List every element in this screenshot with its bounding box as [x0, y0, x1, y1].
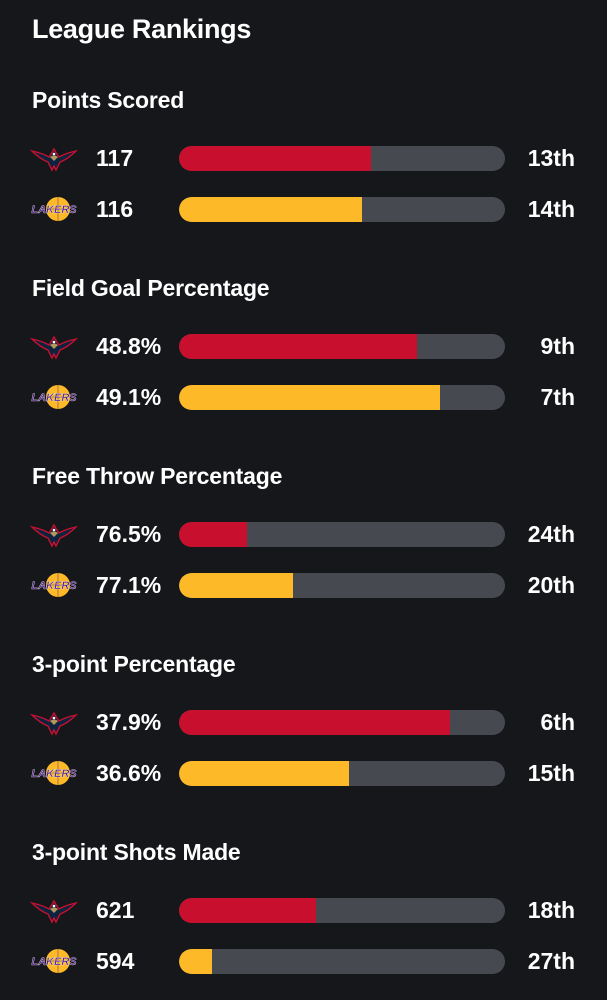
section-title: 3-point Percentage: [32, 651, 236, 677]
stat-row-lakers: LAKERS 49.1% 7th: [0, 380, 607, 416]
pelicans-logo-icon: [29, 708, 79, 736]
stat-value: 49.1%: [96, 384, 162, 410]
stat-bar-track: [179, 573, 505, 598]
stat-row-lakers: LAKERS 36.6% 15th: [0, 756, 607, 792]
stat-value: 594: [96, 948, 135, 974]
stat-bar-fill: [179, 949, 212, 974]
stat-bar-fill: [179, 522, 248, 547]
stat-value: 48.8%: [96, 333, 162, 359]
league-rank: 15th: [527, 760, 575, 786]
section-title: Free Throw Percentage: [32, 463, 283, 489]
svg-text:LAKERS: LAKERS: [31, 580, 77, 592]
section-title: Points Scored: [32, 87, 185, 113]
svg-text:LAKERS: LAKERS: [31, 956, 77, 968]
pelicans-logo-icon: [29, 332, 79, 360]
section-3-point-percentage: 3-point Percentage 37.9% 6th LAKERS 36.6…: [0, 651, 607, 811]
page-title: League Rankings: [32, 14, 252, 44]
stat-bar-track: [179, 761, 505, 786]
section-field-goal-percentage: Field Goal Percentage 48.8% 9th LAKERS 4…: [0, 275, 607, 435]
league-rank: 9th: [540, 333, 576, 359]
stat-bar-fill: [179, 761, 349, 786]
stat-bar-fill: [179, 197, 362, 222]
league-rank: 13th: [527, 145, 575, 171]
lakers-logo-icon: LAKERS: [30, 947, 78, 975]
stat-bar-track: [179, 522, 505, 547]
stat-row-lakers: LAKERS 77.1% 20th: [0, 568, 607, 604]
league-rank: 6th: [540, 709, 576, 735]
stat-bar-fill: [179, 573, 294, 598]
league-rank: 18th: [527, 897, 575, 923]
stat-row-pelicans: 117 13th: [0, 141, 607, 177]
lakers-logo-icon: LAKERS: [30, 383, 78, 411]
league-rank: 24th: [527, 521, 575, 547]
pelicans-logo-icon: [29, 144, 79, 172]
stat-bar-fill: [179, 334, 417, 359]
stat-value: 621: [96, 897, 135, 923]
stat-value: 77.1%: [96, 572, 162, 598]
stat-bar-track: [179, 710, 505, 735]
stat-bar-track: [179, 385, 505, 410]
league-rank: 14th: [527, 196, 575, 222]
stat-row-pelicans: 76.5% 24th: [0, 517, 607, 553]
lakers-logo-icon: LAKERS: [30, 571, 78, 599]
stat-row-pelicans: 48.8% 9th: [0, 329, 607, 365]
stat-bar-fill: [179, 146, 372, 171]
stat-bar-track: [179, 334, 505, 359]
section-points-scored: Points Scored 117 13th LAKERS 116 14th: [0, 87, 607, 247]
lakers-logo-icon: LAKERS: [30, 759, 78, 787]
stat-row-pelicans: 37.9% 6th: [0, 705, 607, 741]
stat-bar-track: [179, 197, 505, 222]
stat-row-pelicans: 621 18th: [0, 893, 607, 929]
stat-bar-fill: [179, 385, 440, 410]
stat-bar-track: [179, 146, 505, 171]
lakers-logo-icon: LAKERS: [30, 195, 78, 223]
stat-value: 37.9%: [96, 709, 162, 735]
section-3-point-shots-made: 3-point Shots Made 621 18th LAKERS 594 2…: [0, 839, 607, 999]
section-title: 3-point Shots Made: [32, 839, 241, 865]
section-title: Field Goal Percentage: [32, 275, 270, 301]
stat-value: 116: [96, 196, 134, 222]
svg-text:LAKERS: LAKERS: [31, 768, 77, 780]
league-rank: 27th: [527, 948, 575, 974]
stat-bar-track: [179, 949, 505, 974]
section-free-throw-percentage: Free Throw Percentage 76.5% 24th LAKERS …: [0, 463, 607, 623]
svg-text:LAKERS: LAKERS: [31, 204, 77, 216]
stat-bar-track: [179, 898, 505, 923]
pelicans-logo-icon: [29, 520, 79, 548]
stat-value: 36.6%: [96, 760, 162, 786]
pelicans-logo-icon: [29, 896, 79, 924]
svg-text:LAKERS: LAKERS: [31, 392, 77, 404]
stat-value: 76.5%: [96, 521, 162, 547]
league-rank: 7th: [540, 384, 576, 410]
stat-value: 117: [96, 145, 134, 171]
stat-row-lakers: LAKERS 116 14th: [0, 192, 607, 228]
league-rank: 20th: [527, 572, 575, 598]
stat-bar-fill: [179, 710, 450, 735]
stat-bar-fill: [179, 898, 316, 923]
stat-row-lakers: LAKERS 594 27th: [0, 944, 607, 980]
